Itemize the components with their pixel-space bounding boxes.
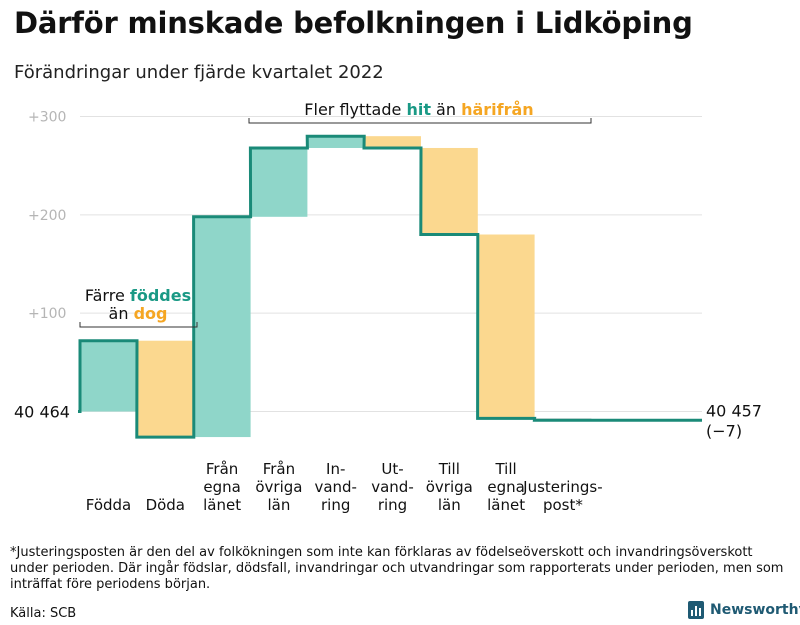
chart-title: Därför minskade befolkningen i Lidköping: [14, 6, 693, 40]
bars: [80, 136, 592, 438]
waterfall-chart: +300 +200 +100 40 464 40 457(−7) Färre födde…: [14, 100, 762, 514]
deaths-annotation-highlight: dog: [134, 304, 168, 323]
births-annotation-line1: Färre föddes: [85, 286, 191, 305]
migration-bracket: [248, 118, 592, 124]
bar-0: [80, 340, 137, 412]
bar-1: [136, 340, 194, 438]
chart-subtitle: Förändringar under fjärde kvartalet 2022: [14, 62, 384, 83]
category-labels: Födda Döda Från egna länet Från övriga län In-va…: [86, 460, 603, 514]
category-label-2: Från egna länet: [203, 460, 241, 514]
step-line: [78, 134, 702, 439]
logo-text: Newsworthy: [710, 602, 800, 618]
y-tick-label: +300: [28, 110, 66, 126]
bar-2: [193, 216, 251, 438]
births-annotation-line2: än dog: [109, 304, 168, 323]
category-label-1: Döda: [146, 496, 185, 514]
source-label: Källa: SCB: [10, 606, 77, 621]
bar-7: [477, 234, 535, 419]
start-value-label: 40 464: [14, 403, 70, 422]
chart-logo-icon: [688, 601, 704, 619]
cumulative-step-line: [78, 134, 702, 439]
migration-annotation: Fler flyttade hit än härifrån: [304, 100, 533, 119]
newsworthy-logo: Newsworthy: [688, 601, 800, 619]
category-label-0: Födda: [86, 496, 132, 514]
bar-6: [420, 147, 478, 235]
births-bracket: [79, 322, 198, 328]
bar-3: [250, 147, 308, 217]
bar-5: [364, 136, 421, 148]
births-annotation-highlight: föddes: [130, 286, 191, 305]
migration-out-highlight: härifrån: [461, 100, 534, 119]
end-change-label: (−7): [706, 421, 742, 440]
footnote: *Justeringsposten är den del av folkökni…: [10, 545, 784, 592]
y-tick-label: +200: [28, 208, 66, 224]
category-label-6: Till övriga län: [426, 460, 473, 514]
migration-in-highlight: hit: [406, 100, 431, 119]
category-label-3: Från övriga län: [255, 460, 302, 514]
y-tick-label: +100: [28, 306, 66, 322]
category-label-7: Till egna länet: [487, 460, 525, 514]
end-value-label: 40 457: [706, 401, 762, 420]
category-label-5: Ut-vand-ring: [371, 460, 414, 514]
bar-4: [307, 136, 365, 148]
category-label-8: Justerings-post*: [522, 478, 602, 514]
category-label-4: In-vand-ring: [314, 460, 357, 514]
